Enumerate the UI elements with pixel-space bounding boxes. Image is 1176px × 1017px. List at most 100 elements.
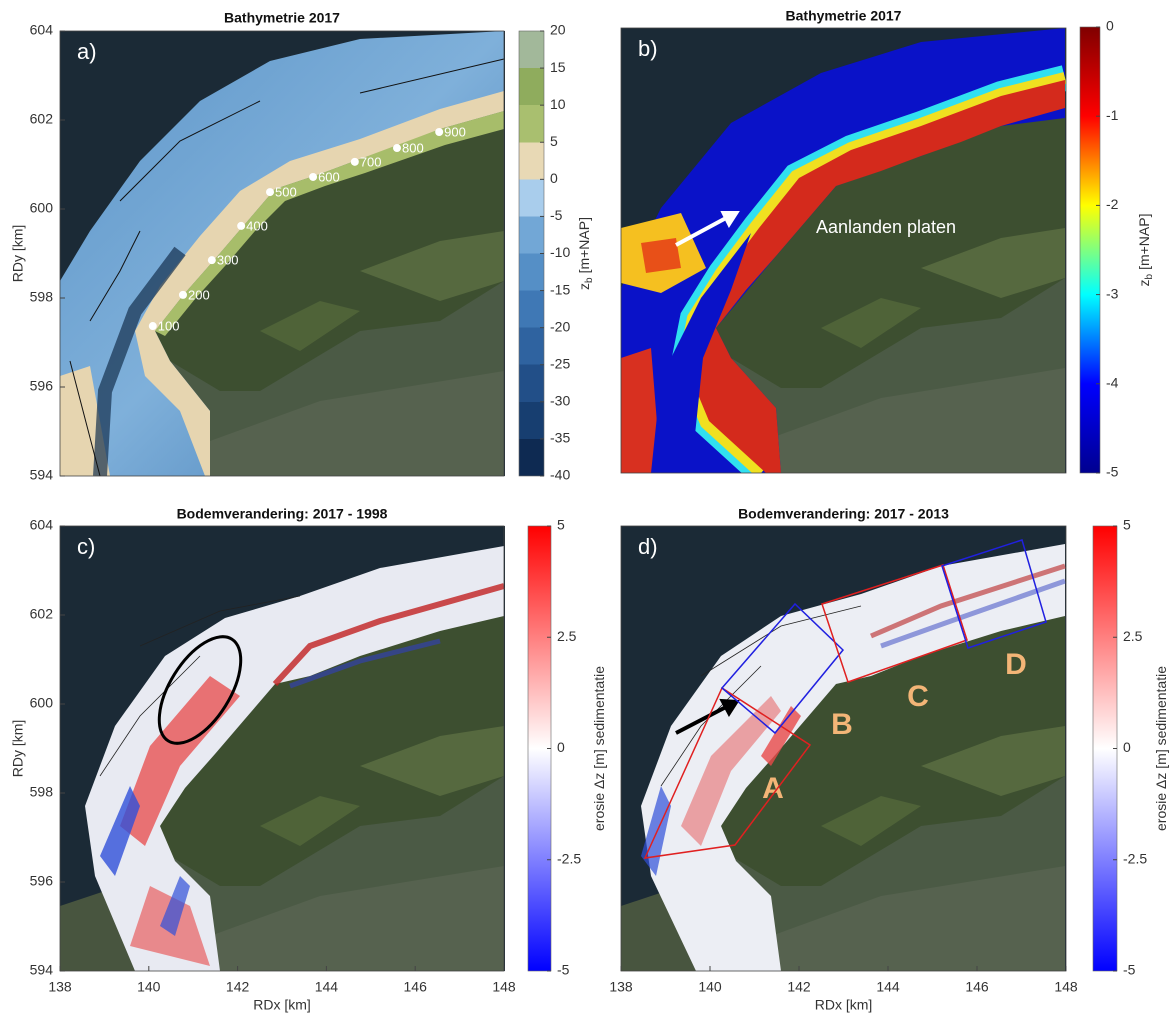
colorbar-tick-label: 2.5: [557, 628, 577, 644]
colorbar-label-sub: b: [1144, 273, 1155, 279]
colorbar-label-unit: [m+NAP]: [576, 217, 592, 273]
y-tick-label: 596: [30, 873, 54, 889]
map-d: [621, 526, 1066, 971]
profile-label: 900: [444, 124, 466, 139]
colorbar-tick-label: -5: [550, 207, 563, 223]
colorbar-label: zb [m+NAP]: [576, 217, 595, 290]
colorbar-label-unit: [m+NAP]: [1136, 214, 1152, 270]
colorbar-tick-label: -2.5: [1123, 850, 1147, 866]
box-label: A: [762, 772, 784, 805]
profile-label: 400: [246, 218, 268, 233]
x-tick-label: 140: [698, 979, 722, 995]
colorbar-label: erosie Δz [m] sedimentatie: [1153, 666, 1169, 831]
profile-point: [435, 128, 443, 136]
colorbar-tick-label: 10: [550, 96, 566, 112]
colorbar-tick-label: -40: [550, 467, 570, 483]
profile-point: [266, 188, 274, 196]
x-tick-label: 142: [226, 979, 250, 995]
panel-label: a): [77, 39, 97, 64]
colorbar-tick-label: -25: [550, 355, 570, 371]
y-tick-label: 594: [30, 467, 54, 483]
map-a: [60, 31, 505, 476]
colorbar-tick-label: 2.5: [1123, 628, 1143, 644]
colorbar-label: erosie Δz [m] sedimentatie: [591, 666, 607, 831]
profile-label: 100: [158, 318, 180, 333]
annotation: Aanlanden platen: [816, 217, 956, 237]
panel-label: b): [638, 36, 658, 61]
colorbar-tick-label: 20: [550, 22, 566, 38]
profile-label: 500: [275, 185, 297, 200]
x-tick-label: 140: [137, 979, 161, 995]
colorbar-label-sub: b: [584, 277, 595, 283]
box-label: B: [831, 708, 853, 741]
x-tick-label: 146: [965, 979, 989, 995]
x-tick-label: 146: [404, 979, 428, 995]
x-tick-label: 148: [492, 979, 516, 995]
profile-label: 800: [402, 140, 424, 155]
y-tick-label: 598: [30, 289, 54, 305]
panel-label: c): [77, 534, 95, 559]
colorbar-tick-label: -15: [550, 281, 570, 297]
colorbar-tick-label: -10: [550, 244, 570, 260]
colorbar-tick-label: -5: [1106, 464, 1119, 480]
profile-label: 600: [318, 169, 340, 184]
profile-label: 700: [360, 154, 382, 169]
profile-point: [237, 222, 245, 230]
colorbar-tick-label: -4: [1106, 375, 1119, 391]
profile-label: 300: [217, 253, 239, 268]
x-tick-label: 142: [787, 979, 811, 995]
colorbar-tick-label: 0: [1106, 18, 1114, 34]
x-axis-label: RDx [km]: [253, 997, 311, 1013]
panel-title: Bodemverandering: 2017 - 2013: [738, 506, 949, 522]
x-tick-label: 138: [609, 979, 633, 995]
y-tick-label: 600: [30, 695, 54, 711]
colorbar: [1080, 27, 1100, 473]
colorbar-tick-label: 5: [1123, 517, 1131, 533]
colorbar-label-main: z: [1136, 279, 1152, 286]
profile-point: [179, 291, 187, 299]
colorbar-tick-label: -2: [1106, 196, 1119, 212]
profile-point: [309, 173, 317, 181]
colorbar-tick-label: -5: [1123, 962, 1136, 978]
colorbar-tick-label: 5: [550, 133, 558, 149]
figure: Bathymetrie 2017 a) 594 596 598 600 602 604 RDy …: [0, 0, 1176, 1017]
profile-point: [149, 322, 157, 330]
profile-label: 200: [188, 287, 210, 302]
panel-label: d): [638, 534, 658, 559]
box-label: D: [1005, 648, 1027, 681]
colorbar-tick-label: -5: [557, 962, 570, 978]
x-tick-label: 138: [48, 979, 72, 995]
map-b: [621, 28, 1066, 473]
colorbar-label-main: z: [576, 283, 592, 290]
y-axis-label: RDy [km]: [10, 225, 26, 283]
colorbar-tick-label: -20: [550, 318, 570, 334]
colorbar-tick-label: -3: [1106, 285, 1119, 301]
panel-title: Bathymetrie 2017: [786, 8, 902, 24]
x-tick-label: 148: [1054, 979, 1078, 995]
y-axis-label: RDy [km]: [10, 720, 26, 778]
colorbar-tick-label: -30: [550, 393, 570, 409]
colorbar-label-text: erosie Δz [m] sedimentatie: [1153, 666, 1169, 831]
panel-title: Bodemverandering: 2017 - 1998: [177, 506, 388, 522]
y-tick-label: 598: [30, 784, 54, 800]
y-tick-label: 604: [30, 517, 54, 533]
colorbar-tick-label: 0: [1123, 739, 1131, 755]
x-tick-label: 144: [315, 979, 339, 995]
map-c: [60, 526, 505, 971]
colorbar-label-text: erosie Δz [m] sedimentatie: [591, 666, 607, 831]
y-tick-label: 602: [30, 606, 54, 622]
y-tick-label: 594: [30, 962, 54, 978]
x-axis-label: RDx [km]: [815, 997, 873, 1013]
panel-title: Bathymetrie 2017: [224, 10, 340, 26]
colorbar-tick-label: -2.5: [557, 850, 581, 866]
y-tick-label: 596: [30, 378, 54, 394]
y-tick-label: 604: [30, 22, 54, 38]
colorbar-tick-label: 0: [557, 739, 565, 755]
profile-point: [208, 256, 216, 264]
colorbar-tick-label: 15: [550, 59, 566, 75]
box-label: C: [907, 680, 929, 713]
profile-point: [351, 158, 359, 166]
profile-point: [393, 144, 401, 152]
colorbar-tick-label: -35: [550, 430, 570, 446]
y-tick-label: 600: [30, 200, 54, 216]
